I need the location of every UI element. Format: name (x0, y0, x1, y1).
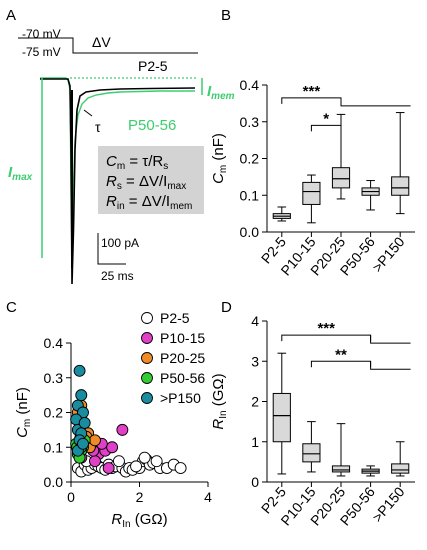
significance-branch-1 (370, 361, 411, 370)
y-tick-label: 0.4 (44, 335, 64, 351)
box-gt-p150 (391, 176, 410, 196)
trace-p2-5 (40, 78, 196, 285)
y-tick-label: 0.0 (240, 224, 260, 240)
box-p20-25 (331, 465, 351, 473)
scale-bar (97, 233, 126, 265)
significance-label-0: *** (303, 83, 321, 100)
y-tick-label: 0.3 (44, 370, 64, 386)
trace-label-p50-56: P50-56 (128, 117, 176, 134)
y-tick-label: 0.1 (240, 187, 260, 203)
x-tick-label-gt-p150: >P150 (369, 233, 408, 275)
box-p10-15 (302, 181, 321, 205)
legend-marker-p50-56 (141, 372, 153, 384)
panel-b-letter: B (221, 7, 231, 24)
box-p20-25 (331, 167, 351, 189)
legend-label-p20-25: P20-25 (160, 350, 205, 366)
point-p2-5 (112, 455, 125, 468)
y-tick-label: 4 (251, 313, 259, 329)
point-p10-15 (102, 462, 115, 475)
y-tick-label: 0.4 (240, 77, 260, 93)
y-axis-label: Cm (nF) (210, 133, 229, 184)
box-p10-15 (302, 443, 321, 463)
formula-cm: Cm = τ/Rs (106, 153, 168, 172)
y-tick-label: 3 (251, 353, 259, 369)
formula-rs: Rs = ΔV/Imax (106, 173, 186, 192)
legend-marker-p20-25 (141, 352, 153, 364)
scale-current-label: 100 pA (101, 236, 139, 250)
panel-d-letter: D (221, 299, 232, 316)
y-tick-label: 0 (251, 474, 259, 490)
voltage-protocol-trace (18, 37, 198, 54)
legend-label-p2-5: P2-5 (160, 310, 190, 326)
point-p10-15 (106, 441, 119, 454)
point-p2-5 (138, 451, 151, 464)
protocol-v2-label: -75 mV (22, 45, 61, 59)
panel-a-letter: A (6, 7, 16, 24)
point-p10-15 (116, 423, 129, 436)
point-gt-p150 (73, 364, 86, 377)
box-p2-5 (272, 392, 291, 443)
x-tick-label-gt-p150: >P150 (369, 483, 408, 525)
point-p2-5 (150, 455, 163, 468)
significance-label-1: ** (335, 346, 347, 363)
y-tick-label: 0.2 (240, 151, 260, 167)
formula-rin: Rin = ΔV/Imem (106, 193, 192, 212)
y-tick-label: 1 (251, 434, 259, 450)
point-p10-15 (89, 455, 101, 468)
panel-c-letter: C (6, 299, 17, 316)
point-p2-5 (174, 462, 187, 475)
x-tick-label: 2 (136, 489, 144, 505)
scale-time-label: 25 ms (101, 269, 134, 283)
point-p2-5 (130, 460, 143, 473)
y-axis-label: RIn (GΩ) (210, 373, 229, 429)
tau-pointer (83, 109, 93, 117)
formula-box (98, 146, 204, 214)
tau-label: τ (95, 119, 101, 135)
y-axis-label: Cm (nF) (14, 387, 33, 438)
point-p20-25 (89, 434, 101, 447)
significance-label-1: * (323, 110, 329, 127)
significance-branch-0 (370, 335, 411, 344)
legend-marker-p2-5 (141, 312, 153, 324)
legend-marker-p10-15 (141, 332, 153, 344)
y-tick-label: 2 (251, 394, 259, 410)
imax-label: Imax (8, 164, 33, 183)
legend-label-gt-p150: >P150 (160, 390, 201, 406)
point-gt-p150 (75, 389, 88, 402)
protocol-v1-label: -70 mV (22, 27, 61, 41)
y-tick-label: 0.2 (44, 405, 64, 421)
point-gt-p150 (78, 416, 91, 429)
trace-label-p2-5: P2-5 (138, 58, 168, 74)
x-axis-label: RIn (GΩ) (111, 511, 167, 530)
point-gt-p150 (77, 437, 89, 450)
panel-a: A -70 mV -75 mV ΔV P2-5 Imem Imax τ P50-… (6, 7, 235, 285)
x-tick-label: 0 (67, 489, 75, 505)
x-tick-label: 4 (204, 489, 212, 505)
legend-label-p50-56: P50-56 (160, 370, 205, 386)
significance-label-0: *** (317, 320, 335, 337)
significance-bracket-1 (310, 124, 342, 132)
y-tick-label: 0.0 (44, 474, 64, 490)
y-tick-label: 0.3 (240, 114, 260, 130)
box-gt-p150 (391, 463, 410, 474)
legend-label-p10-15: P10-15 (160, 330, 205, 346)
significance-branch-0 (340, 97, 411, 107)
protocol-delta-label: ΔV (92, 34, 111, 50)
panel-b: B 0.00.10.20.30.4Cm (nF)P2-5P10-15P20-25… (210, 7, 415, 279)
y-tick-label: 0.1 (44, 439, 64, 455)
legend-marker-gt-p150 (141, 392, 153, 404)
panel-c: C 0.0 0.1 0.2 0.3 0.4 0 2 4 Cm (nF) RIn (GΩ) P2-5 P… (6, 299, 212, 530)
imem-label: Imem (207, 83, 235, 102)
